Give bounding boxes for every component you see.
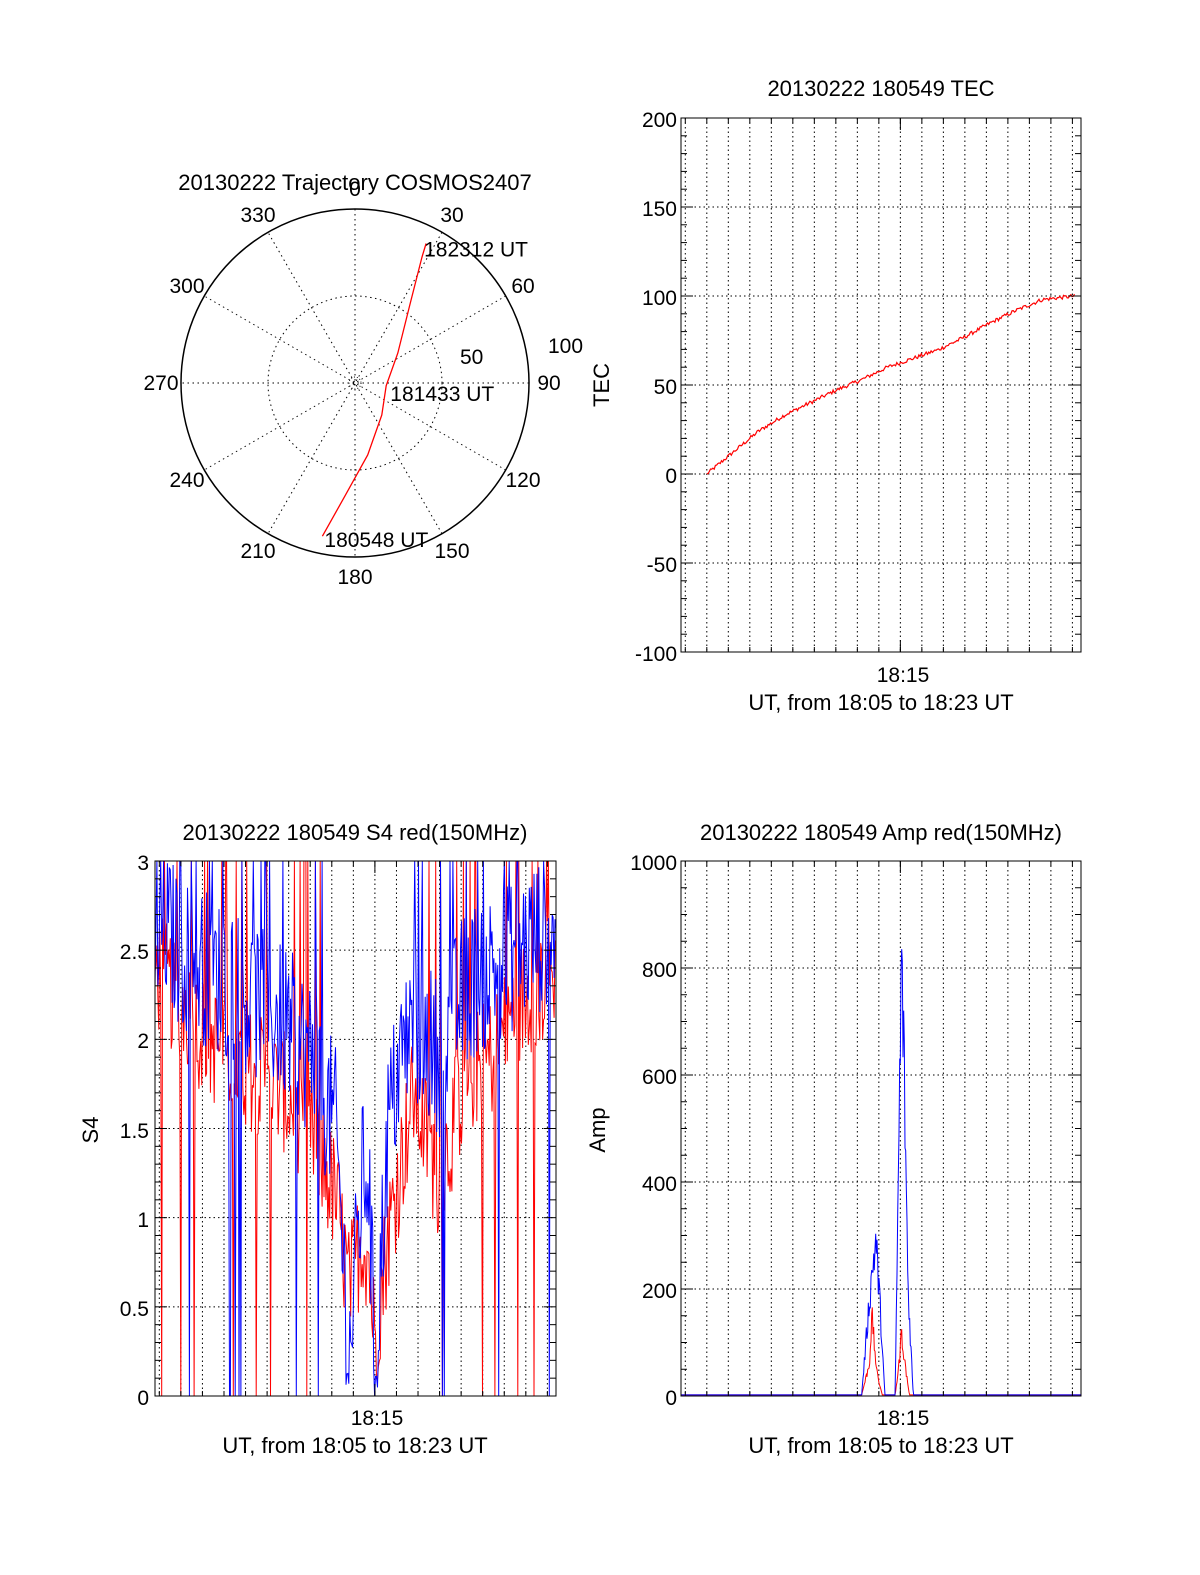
tec-y-label: TEC [589, 363, 614, 407]
trajectory-angle-label: 180 [337, 566, 372, 589]
s4-ytick-label: 2.5 [120, 941, 149, 964]
amp-ytick-label: 1000 [630, 852, 677, 875]
tec-ytick-label: -50 [647, 554, 677, 577]
s4-xtick-label: 18:15 [351, 1407, 404, 1430]
trajectory-angle-label: 0 [349, 178, 361, 201]
tec-title: 20130222 180549 TEC [767, 76, 994, 101]
tec-grid [681, 118, 1081, 652]
amp-panel: 20130222 180549 Amp red(150MHz) 0 200 40… [585, 820, 1082, 1458]
trajectory-outer-circle [180, 208, 530, 558]
amp-grid [681, 861, 1081, 1396]
amp-series-blue [681, 949, 1081, 1396]
s4-y-tick-labels: 0 0.5 1 1.5 2 2.5 3 [120, 852, 149, 1410]
amp-ytick-label: 200 [642, 1280, 677, 1303]
s4-series-blue [154, 860, 557, 1397]
tec-ticks [681, 117, 1081, 653]
tec-series [706, 293, 1076, 475]
s4-ytick-label: 2 [137, 1030, 149, 1053]
amp-ytick-label: 800 [642, 959, 677, 982]
trajectory-angle-label: 210 [240, 540, 275, 563]
trajectory-angle-label: 300 [169, 275, 204, 298]
tec-ytick-label: 0 [665, 465, 677, 488]
amp-xtick-label: 18:15 [877, 1407, 930, 1430]
s4-ytick-label: 0.5 [120, 1298, 149, 1321]
s4-ticks [155, 860, 556, 1397]
amp-title: 20130222 180549 Amp red(150MHz) [700, 820, 1062, 845]
amp-ticks [681, 860, 1081, 1397]
trajectory-radius-label-50: 50 [460, 346, 483, 369]
trajectory-angle-label: 30 [440, 204, 463, 227]
trajectory-spoke [267, 232, 443, 534]
amp-series [681, 949, 1081, 1396]
tec-y-tick-labels: -100 -50 0 50 100 150 200 [635, 109, 677, 666]
s4-ytick-label: 3 [137, 852, 149, 875]
amp-ytick-label: 400 [642, 1173, 677, 1196]
trajectory-annotation-mid: 181433 UT [390, 383, 494, 406]
trajectory-angle-label: 270 [143, 372, 178, 395]
trajectory-title: 20130222 Trajectory COSMOS2407 [178, 170, 531, 195]
tec-x-label: UT, from 18:05 to 18:23 UT [748, 690, 1013, 715]
tec-panel: 20130222 180549 TEC -100 -50 0 50 100 15… [589, 76, 1082, 715]
trajectory-panel: 20130222 Trajectory COSMOS2407 0 30 60 90 12… [143, 170, 583, 589]
tec-ytick-label: 50 [654, 376, 677, 399]
trajectory-angle-label: 90 [537, 372, 560, 395]
s4-ytick-label: 1.5 [120, 1120, 149, 1143]
amp-y-label: Amp [585, 1107, 610, 1152]
trajectory-angle-label: 240 [169, 469, 204, 492]
trajectory-center-ring [348, 376, 362, 390]
amp-x-label: UT, from 18:05 to 18:23 UT [748, 1433, 1013, 1458]
amp-ytick-label: 0 [665, 1387, 677, 1410]
trajectory-grid [181, 209, 529, 557]
trajectory-spoke [267, 232, 443, 534]
tec-ytick-label: 150 [642, 198, 677, 221]
trajectory-angle-label: 60 [511, 275, 534, 298]
trajectory-annotation-start: 180548 UT [324, 529, 428, 552]
s4-series-red [154, 860, 557, 1397]
trajectory-angle-label: 150 [434, 540, 469, 563]
s4-panel: 20130222 180549 S4 red(150MHz) 0 0.5 1 1… [78, 820, 557, 1458]
s4-y-label: S4 [78, 1117, 103, 1144]
amp-ytick-label: 600 [642, 1066, 677, 1089]
trajectory-angle-labels: 0 30 60 90 120 150 180 210 240 270 300 330 [143, 178, 560, 589]
s4-x-label: UT, from 18:05 to 18:23 UT [222, 1433, 487, 1458]
trajectory-radius-label-100: 100 [548, 335, 583, 358]
s4-title: 20130222 180549 S4 red(150MHz) [183, 820, 528, 845]
s4-ytick-label: 1 [137, 1209, 149, 1232]
amp-y-tick-labels: 0 200 400 600 800 1000 [630, 852, 677, 1410]
tec-ytick-label: -100 [635, 643, 677, 666]
trajectory-path [321, 243, 427, 537]
s4-series [154, 860, 557, 1397]
s4-ytick-label: 0 [137, 1387, 149, 1410]
tec-xtick-label: 18:15 [877, 664, 930, 687]
tec-ytick-label: 200 [642, 109, 677, 132]
trajectory-angle-label: 330 [240, 204, 275, 227]
trajectory-annotation-end: 182312 UT [424, 239, 528, 262]
tec-series-red [706, 293, 1076, 475]
tec-ytick-label: 100 [642, 287, 677, 310]
trajectory-inner-ring [267, 295, 443, 471]
trajectory-angle-label: 120 [505, 469, 540, 492]
